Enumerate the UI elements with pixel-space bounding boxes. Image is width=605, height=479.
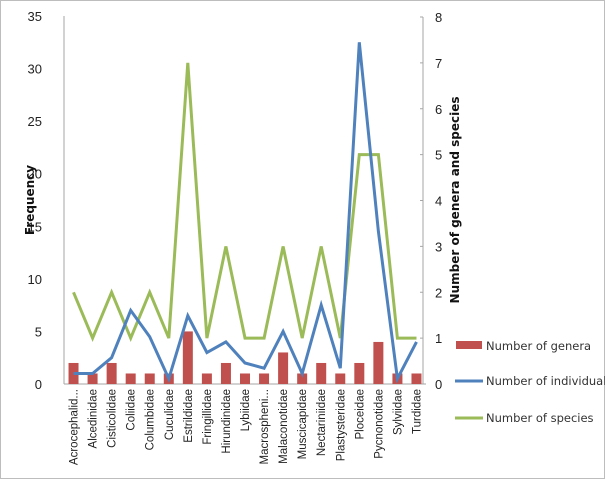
bar-genera	[278, 352, 289, 384]
legend-label: Number of individuals	[486, 374, 605, 388]
y-tick-label-right: 6	[435, 102, 442, 117]
legend-label: Number of species	[486, 411, 594, 425]
x-tick-label: Hirundinidae	[221, 389, 233, 454]
series-lines	[72, 42, 418, 384]
y-tick-label-left: 15	[28, 219, 42, 234]
legend: Number of genera Number of individuals Num…	[455, 339, 605, 425]
x-tick-label: Muscicapidae	[297, 389, 309, 459]
bar-genera	[297, 373, 308, 384]
bar-genera	[240, 373, 250, 384]
x-tick-label: Alcedinidae	[88, 389, 100, 448]
y-tick-label-left: 25	[28, 114, 42, 129]
x-tick-label: Pycnonotidae	[373, 389, 385, 459]
x-tick-labels: Acrocephalid... Alcedinidae Cisticolidae Co…	[69, 389, 424, 465]
y-tick-label-right: 5	[435, 148, 442, 163]
x-tick-label: Turdidae	[411, 389, 423, 434]
y-tick-label-left: 20	[28, 167, 42, 182]
y-tick-label-left: 5	[35, 324, 42, 339]
bar-genera	[335, 373, 346, 384]
y-tick-label-right: 4	[435, 194, 442, 209]
axes	[63, 16, 426, 385]
line-number-of-species	[72, 62, 417, 343]
x-tick-label: Plastysteridae	[335, 389, 347, 461]
y-tick-label-left: 0	[35, 377, 42, 392]
x-tick-label: Cisticolidae	[107, 389, 119, 448]
x-tick-label: Estrildidae	[183, 389, 195, 443]
y-axis-title-right: Number of genera and species	[448, 97, 462, 304]
bar-genera	[106, 362, 117, 384]
x-tick-label: Acrocephalid...	[69, 389, 81, 465]
x-tick-label: Nectariniidae	[316, 389, 328, 456]
bar-genera	[411, 373, 422, 384]
y-tick-label-right: 1	[435, 331, 442, 346]
bar-genera	[144, 373, 155, 384]
bar-genera	[316, 362, 327, 384]
y-tick-label-left: 35	[28, 9, 42, 24]
x-tick-label: Macrospheni...	[259, 389, 271, 464]
bar-genera	[87, 373, 98, 384]
x-tick-label: Coliidae	[126, 389, 138, 431]
x-tick-label: Ploceidae	[354, 389, 366, 440]
x-tick-label: Malaconotidae	[278, 389, 290, 464]
bar-genera	[182, 331, 193, 384]
y-axis-title-left: Frequency	[23, 165, 37, 235]
y-tick-label-right: 7	[435, 56, 442, 71]
bar-genera	[201, 373, 212, 384]
y-tick-label-right: 2	[435, 285, 442, 300]
x-tick-label: Columbidae	[145, 389, 157, 450]
y-tick-label-left: 10	[28, 272, 42, 287]
bar-genera	[220, 362, 231, 384]
y-ticks-right: 0 1 2 3 4 5 6 7 8	[420, 10, 442, 392]
line-number-of-individuals	[73, 42, 418, 384]
bar-genera	[354, 362, 365, 384]
x-tick-label: Sylviidae	[392, 389, 404, 435]
y-tick-label-right: 0	[435, 377, 442, 392]
bar-genera	[259, 373, 270, 384]
x-tick-label: Cuculidae	[164, 389, 176, 440]
legend-swatch-genera	[456, 341, 482, 349]
y-ticks-left: 0 5 10 15 20 25 30 35	[28, 9, 42, 392]
y-tick-label-right: 3	[435, 239, 442, 254]
x-tick-label: Fringillidae	[202, 389, 214, 445]
x-tick-label: Lybiidae	[240, 389, 252, 431]
legend-label: Number of genera	[486, 339, 591, 353]
bar-genera	[125, 373, 136, 384]
bar-genera	[373, 341, 384, 384]
y-tick-label-right: 8	[435, 10, 442, 25]
y-tick-label-left: 30	[28, 62, 42, 77]
